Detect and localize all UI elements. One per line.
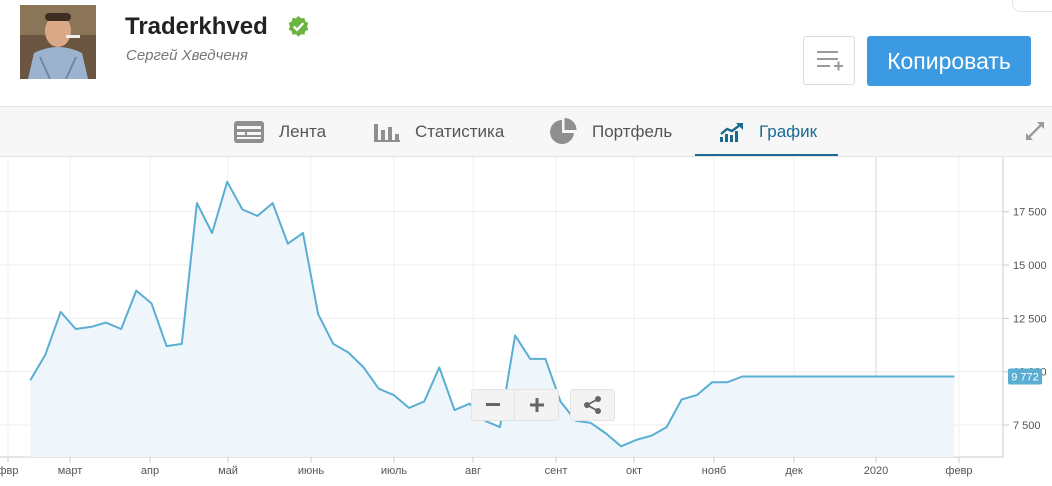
x-tick-label: апр bbox=[141, 465, 159, 477]
tab-chart[interactable]: График bbox=[720, 107, 817, 157]
plus-icon bbox=[529, 398, 544, 412]
x-tick-label: сент bbox=[545, 465, 568, 477]
current-value-label: 9 772 bbox=[1011, 372, 1039, 384]
tab-feed[interactable]: Лента bbox=[234, 107, 326, 157]
copy-button[interactable]: Копировать bbox=[867, 36, 1031, 86]
tab-statistics-label: Статистика bbox=[415, 122, 505, 141]
x-tick-label: фвр bbox=[0, 465, 19, 477]
zoom-in-button[interactable] bbox=[515, 390, 558, 420]
verified-badge-icon bbox=[288, 15, 309, 37]
y-tick-label: 17 500 bbox=[1013, 207, 1047, 219]
current-value-badge bbox=[1008, 368, 1042, 385]
tab-portfolio-label: Портфель bbox=[592, 122, 673, 141]
zoom-out-button[interactable] bbox=[472, 390, 515, 420]
tab-statistics[interactable]: Статистика bbox=[374, 107, 504, 157]
x-tick-label: июнь bbox=[298, 465, 324, 477]
y-tick-label: 15 000 bbox=[1013, 260, 1047, 272]
x-tick-label: март bbox=[58, 465, 83, 477]
bar-chart-icon bbox=[374, 124, 400, 142]
tab-feed-label: Лента bbox=[279, 122, 327, 141]
x-tick-label: июль bbox=[381, 465, 408, 477]
header-divider bbox=[1012, 0, 1052, 12]
series-area bbox=[30, 181, 955, 458]
zoom-controls bbox=[471, 389, 559, 421]
username[interactable]: Traderkhved bbox=[125, 13, 268, 40]
expand-icon[interactable] bbox=[1023, 119, 1047, 143]
avatar-image bbox=[20, 5, 96, 79]
series-line bbox=[29, 180, 955, 448]
x-tick-label: окт bbox=[626, 465, 642, 477]
x-tick-label: авг bbox=[465, 465, 481, 477]
trend-chart-icon bbox=[720, 123, 743, 142]
tab-chart-label: График bbox=[759, 122, 818, 141]
share-icon bbox=[583, 396, 601, 414]
avatar[interactable] bbox=[20, 5, 96, 79]
add-to-list-button[interactable] bbox=[803, 36, 855, 85]
minus-icon bbox=[486, 403, 500, 406]
x-tick-label: 2020 bbox=[864, 465, 888, 477]
x-tick-label: май bbox=[218, 465, 238, 477]
pie-chart-icon bbox=[550, 118, 577, 144]
y-tick-label: 7 500 bbox=[1013, 420, 1041, 432]
x-tick-label: дек bbox=[785, 465, 803, 477]
profile-header: Traderkhved Сергей Хведченя Копировать bbox=[0, 0, 1052, 108]
full-name: Сергей Хведченя bbox=[126, 47, 248, 64]
active-tab-indicator bbox=[695, 154, 838, 156]
tab-bar: Лента Статистика Портфель График bbox=[0, 106, 1052, 157]
y-tick-label: 12 500 bbox=[1013, 313, 1047, 325]
share-button[interactable] bbox=[570, 389, 615, 421]
x-tick-label: февр bbox=[945, 465, 972, 477]
feed-icon bbox=[234, 121, 264, 143]
tab-portfolio[interactable]: Портфель bbox=[549, 107, 672, 157]
add-to-list-icon bbox=[817, 51, 843, 71]
x-tick-label: нояб bbox=[702, 465, 726, 477]
